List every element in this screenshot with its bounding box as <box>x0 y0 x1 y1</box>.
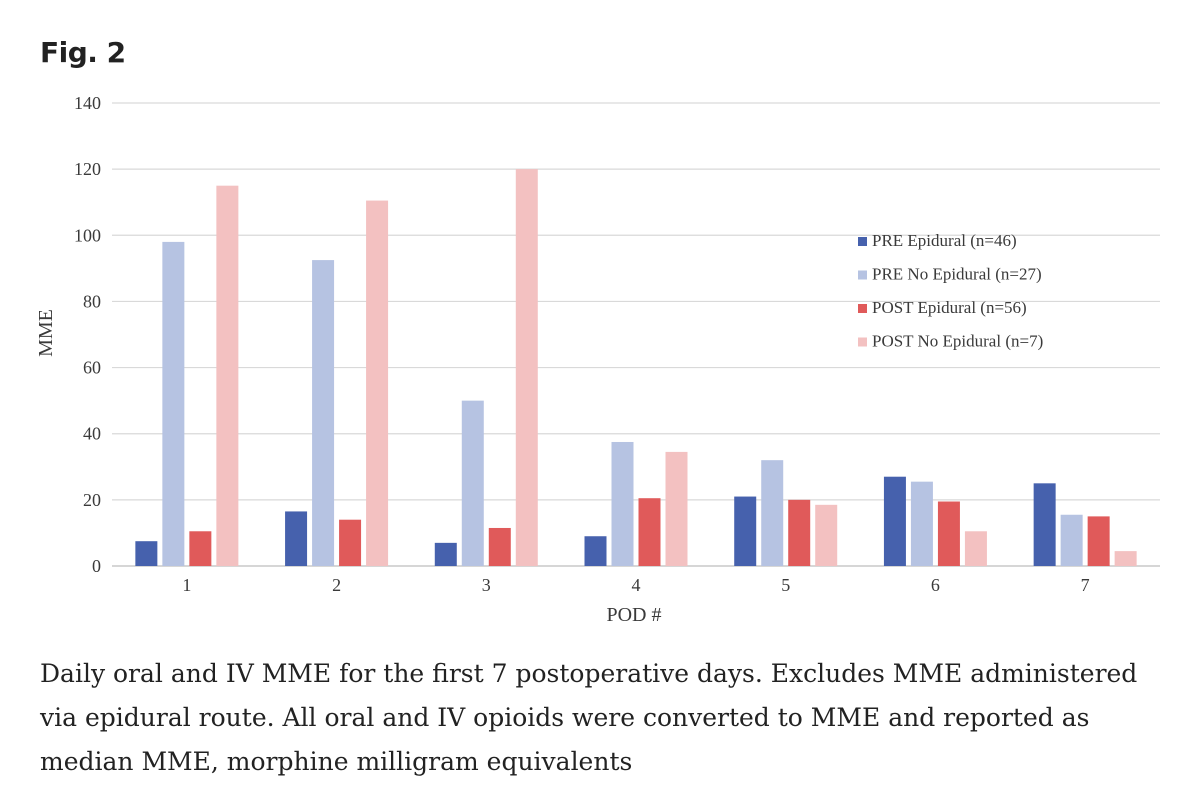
bar <box>339 519 362 566</box>
y-tick-label: 0 <box>92 556 101 576</box>
bar <box>1087 516 1110 566</box>
bar <box>461 400 484 566</box>
y-axis-label: MME <box>35 309 57 357</box>
bar <box>937 501 960 566</box>
y-tick-label: 20 <box>83 490 101 510</box>
bar <box>135 541 158 566</box>
bar <box>1114 551 1137 566</box>
bar <box>515 169 538 566</box>
y-tick-label: 80 <box>83 291 101 311</box>
x-tick-label: 7 <box>1081 575 1090 595</box>
x-tick-label: 4 <box>632 575 641 595</box>
legend-swatch <box>858 237 867 246</box>
bars <box>135 169 1137 566</box>
legend-swatch <box>858 304 867 313</box>
y-tick-label: 40 <box>83 424 101 444</box>
legend-entry: PRE No Epidural (n=27) <box>872 265 1042 284</box>
bar <box>734 496 757 566</box>
bar <box>162 241 185 566</box>
legend-entry: PRE Epidural (n=46) <box>872 231 1017 250</box>
bar <box>1060 514 1083 566</box>
y-tick-label: 120 <box>74 159 101 179</box>
x-tick-label: 3 <box>482 575 491 595</box>
bar <box>638 498 661 566</box>
x-axis-label: POD # <box>606 604 661 626</box>
bar <box>788 499 811 566</box>
y-tick-label: 140 <box>74 93 101 113</box>
figure-label: Fig. 2 <box>40 36 126 69</box>
bar <box>189 531 212 566</box>
x-tick-label: 1 <box>182 575 191 595</box>
bar <box>910 481 933 566</box>
legend: PRE Epidural (n=46) PRE No Epidural (n=27… <box>858 231 1043 351</box>
bar <box>815 504 838 566</box>
figure-caption: Daily oral and IV MME for the first 7 po… <box>40 659 1138 776</box>
bar <box>883 476 906 566</box>
bar <box>434 542 457 566</box>
bar <box>665 451 688 566</box>
bar <box>488 527 511 566</box>
bar <box>964 531 987 566</box>
bar <box>1033 483 1056 566</box>
bar <box>611 441 634 566</box>
x-tick-label: 6 <box>931 575 940 595</box>
legend-entry: POST Epidural (n=56) <box>872 298 1027 317</box>
x-tick-label: 2 <box>332 575 341 595</box>
x-axis-tick-labels: 1 2 3 4 5 6 7 <box>182 575 1089 595</box>
bar <box>312 260 335 566</box>
y-tick-label: 60 <box>83 358 101 378</box>
bar <box>285 511 308 566</box>
bar <box>366 200 389 566</box>
legend-entry: POST No Epidural (n=7) <box>872 332 1043 351</box>
bar <box>216 185 239 566</box>
y-axis-tick-labels: 0 20 40 60 80 100 120 140 <box>74 93 101 576</box>
legend-swatch <box>858 270 867 280</box>
y-tick-label: 100 <box>74 225 101 245</box>
x-tick-label: 5 <box>781 575 790 595</box>
bar <box>584 536 607 566</box>
bar-chart: 0 20 40 60 80 100 120 140 1 2 3 4 5 6 7 MME POD # PRE… <box>35 93 1160 626</box>
legend-swatch <box>858 337 867 347</box>
bar <box>761 460 784 566</box>
